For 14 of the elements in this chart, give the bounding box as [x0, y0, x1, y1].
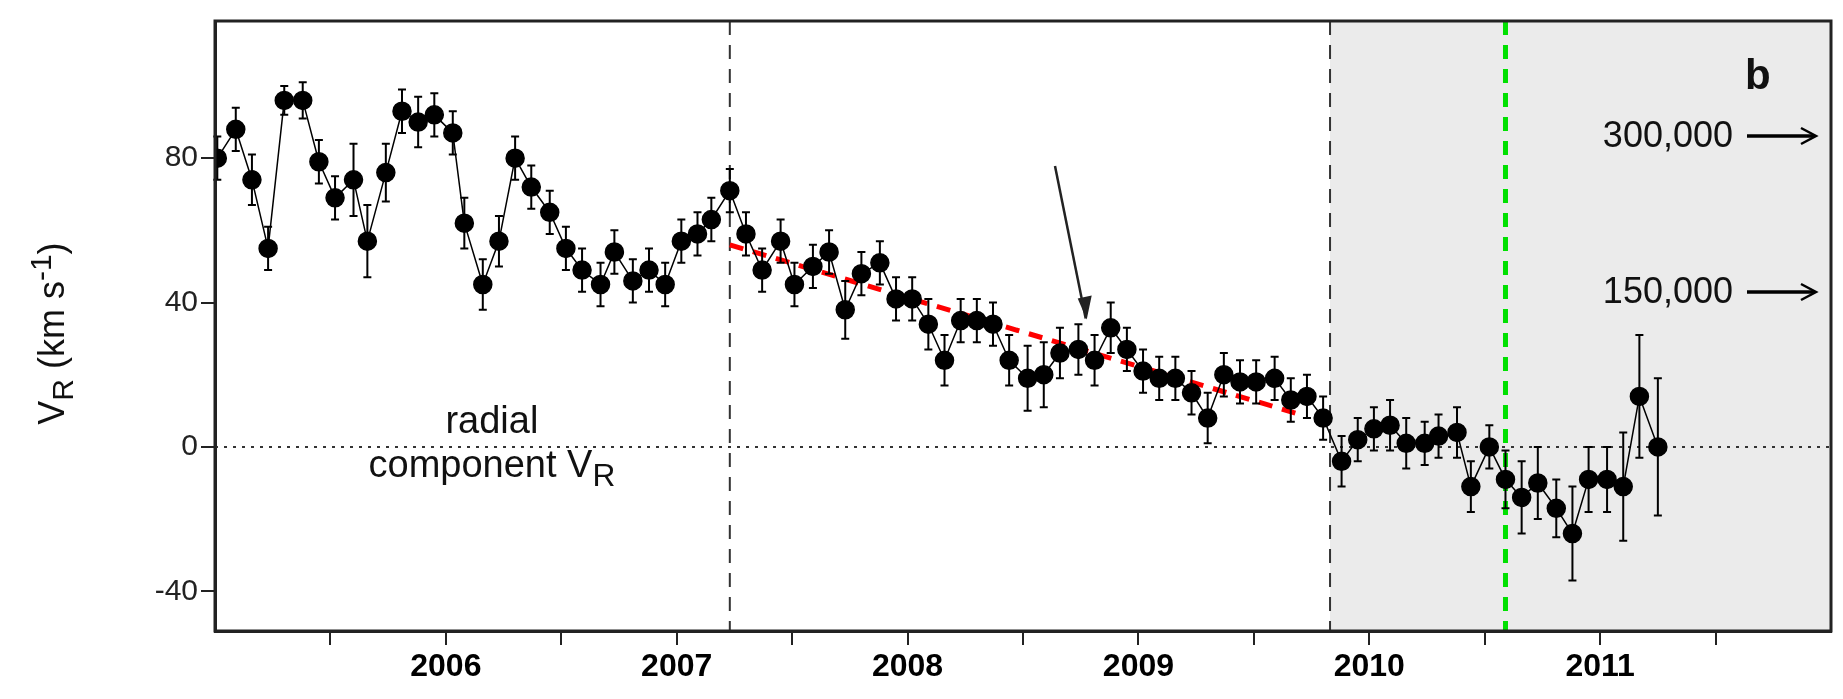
- x-tick-label: 2009: [1102, 647, 1175, 684]
- x-tick-label: 2006: [410, 647, 482, 684]
- y-tick-label: 0: [181, 428, 198, 462]
- x-tick-label: 2011: [1565, 647, 1635, 684]
- annotation: b: [1745, 51, 1771, 99]
- annotation: 150,000: [1602, 269, 1733, 312]
- x-tick-label: 2008: [871, 647, 944, 684]
- annotation: radial component V$_{R}$: [368, 399, 616, 493]
- x-tick-label: 2010: [1333, 647, 1405, 684]
- y-tick-label: -40: [154, 572, 198, 606]
- x-tick-label: 2007: [641, 647, 713, 684]
- y-tick-label: 40: [164, 283, 198, 317]
- y-tick-label: 80: [164, 139, 198, 173]
- annotation: 300,000: [1602, 114, 1733, 157]
